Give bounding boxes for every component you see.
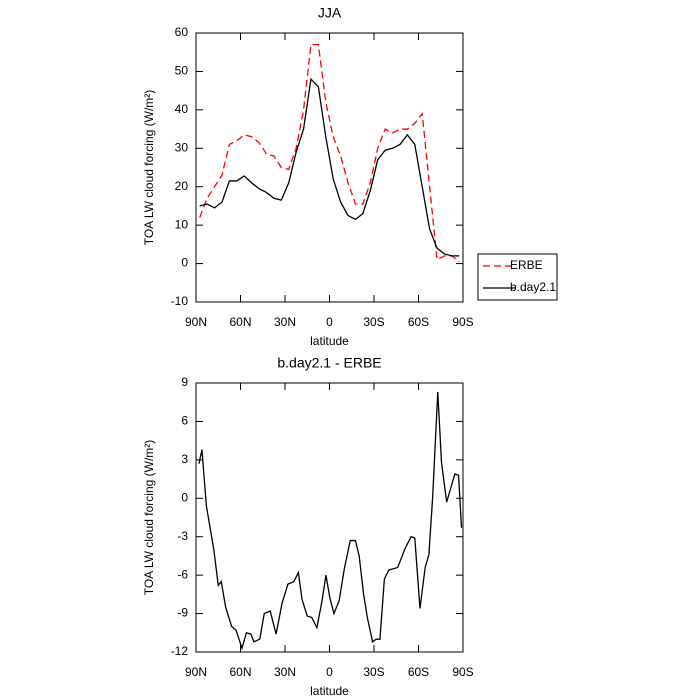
- y-tick-label: -6: [177, 567, 188, 581]
- x-tick-label: 0: [326, 315, 333, 329]
- data-line: [199, 43, 460, 263]
- y-tick-label: 40: [175, 102, 189, 116]
- y-tick-label: 9: [181, 375, 188, 389]
- x-axis-label: latitude: [310, 334, 349, 348]
- y-tick-label: 0: [181, 256, 188, 270]
- y-axis-label: TOA LW cloud forcing (W/m²): [142, 90, 156, 246]
- legend-label: ERBE: [510, 258, 543, 272]
- y-tick-label: 30: [175, 140, 189, 154]
- chart-title: JJA: [318, 5, 342, 21]
- x-tick-label: 90N: [185, 315, 207, 329]
- plot-frame: [195, 382, 464, 653]
- x-tick-label: 60S: [408, 315, 429, 329]
- x-tick-label: 30N: [274, 315, 296, 329]
- y-tick-label: 60: [175, 25, 189, 39]
- x-tick-label: 90S: [452, 315, 473, 329]
- y-axis-label: TOA LW cloud forcing (W/m²): [142, 440, 156, 596]
- y-tick-label: 10: [175, 217, 189, 231]
- x-tick-label: 60N: [229, 315, 251, 329]
- x-tick-label: 90N: [185, 665, 207, 679]
- y-tick-label: -10: [171, 294, 189, 308]
- y-tick-label: 20: [175, 179, 189, 193]
- x-tick-label: 0: [326, 665, 333, 679]
- legend-box: [477, 253, 558, 301]
- chart-title: b.day2.1 - ERBE: [277, 355, 381, 371]
- y-tick-label: -9: [177, 606, 188, 620]
- y-tick-label: 6: [181, 414, 188, 428]
- x-tick-label: 30N: [274, 665, 296, 679]
- y-tick-label: 50: [175, 64, 189, 78]
- data-line: [198, 391, 463, 651]
- y-tick-label: -12: [171, 644, 189, 658]
- x-tick-label: 30S: [363, 315, 384, 329]
- y-tick-label: 3: [181, 452, 188, 466]
- x-tick-label: 30S: [363, 665, 384, 679]
- x-tick-label: 60N: [229, 665, 251, 679]
- plot-frame: [195, 32, 464, 303]
- x-tick-label: 90S: [452, 665, 473, 679]
- y-tick-label: -3: [177, 529, 188, 543]
- y-tick-label: 0: [181, 490, 188, 504]
- x-axis-label: latitude: [310, 684, 349, 698]
- x-tick-label: 60S: [408, 665, 429, 679]
- legend-label: b.day2.1: [510, 280, 556, 294]
- data-line: [199, 77, 460, 257]
